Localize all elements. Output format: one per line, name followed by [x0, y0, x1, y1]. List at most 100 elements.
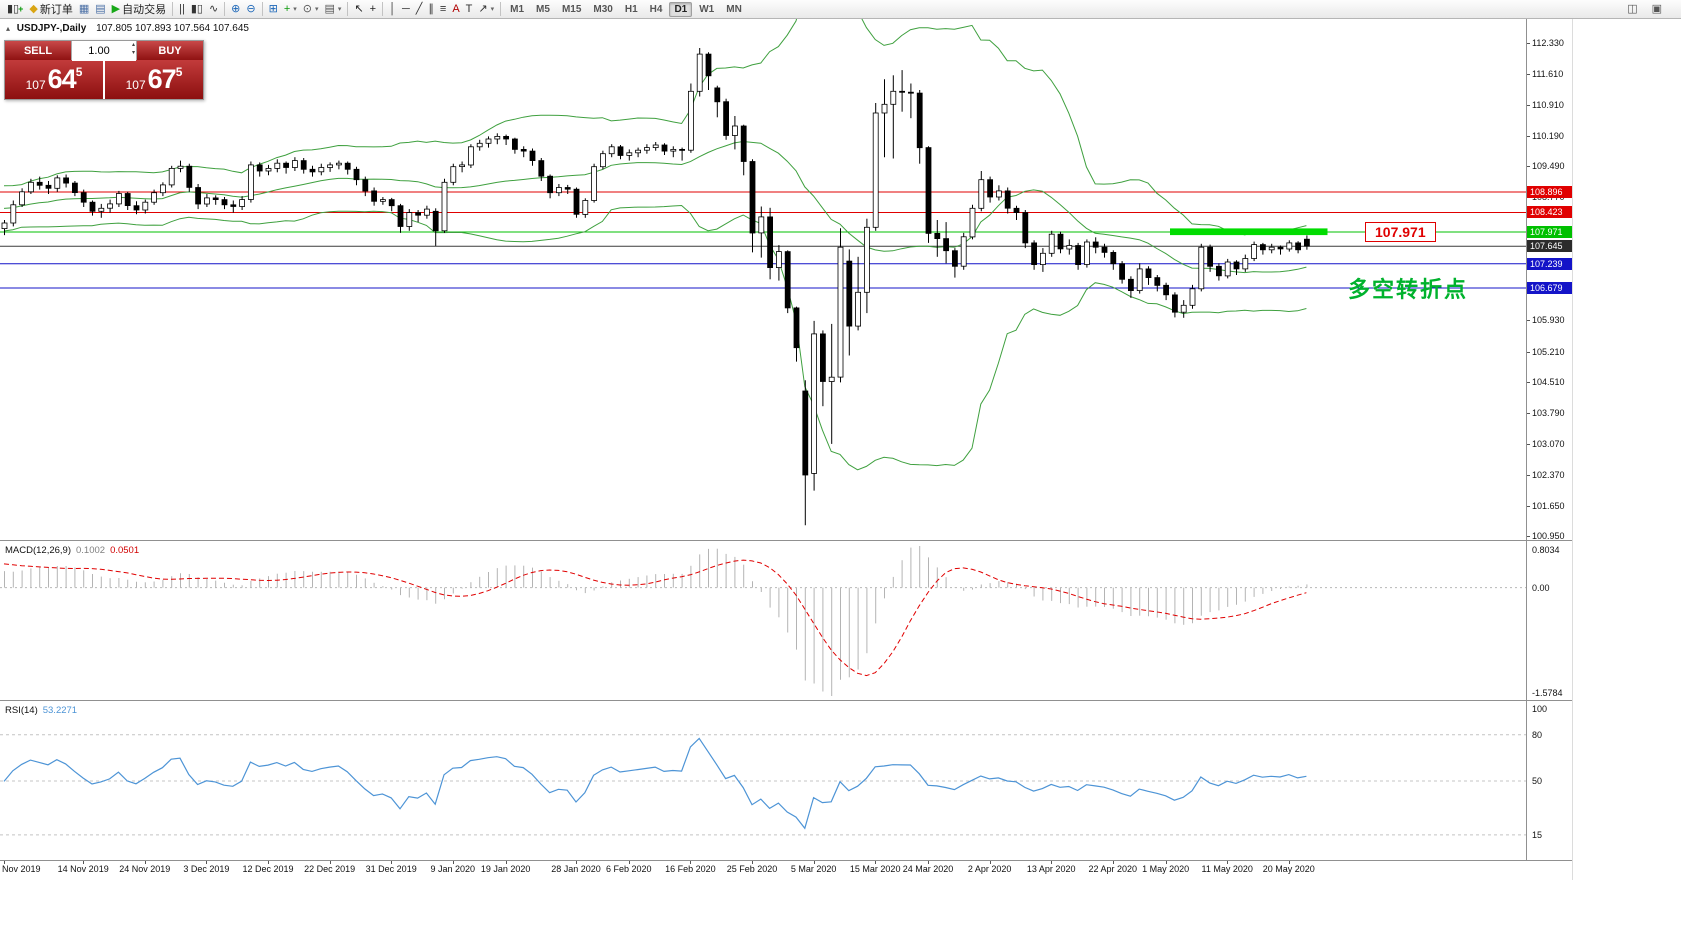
- charts-grid-button[interactable]: ◫: [1624, 1, 1640, 18]
- chart-window-button[interactable]: ▦: [76, 1, 92, 18]
- periods-button[interactable]: ⊙ ▾: [300, 1, 322, 18]
- panel-splitter[interactable]: [0, 700, 1572, 701]
- line-chart-type-button[interactable]: ∿: [206, 1, 221, 18]
- time-axis-label: Nov 2019: [2, 864, 41, 874]
- lot-size-input[interactable]: [72, 41, 136, 61]
- buy-price-display[interactable]: 107 67 5: [105, 60, 204, 99]
- fibonacci-button[interactable]: ≡: [437, 1, 449, 18]
- timeframe-d1-button[interactable]: D1: [669, 1, 693, 17]
- chart-symbol-title: USDJPY-,Daily: [16, 23, 87, 34]
- rsi-label-text: RSI(14): [5, 705, 38, 716]
- chart-ohlc-values: 107.805 107.893 107.564 107.645: [96, 23, 249, 34]
- bar-chart-type-button[interactable]: ||: [176, 1, 188, 18]
- crosshair-button[interactable]: +: [367, 1, 379, 18]
- tile-windows-button[interactable]: ⊞: [266, 1, 281, 18]
- rsi-axis-label: 80: [1532, 729, 1543, 740]
- timeframe-h4-button[interactable]: H4: [649, 3, 663, 15]
- lot-size-field: ▴▾: [71, 41, 137, 61]
- vline-icon: │: [389, 2, 396, 15]
- rsi-axis-label: 50: [1532, 776, 1543, 786]
- dropdown-arrow-icon: ▾: [315, 6, 319, 13]
- price-tick-label: 103.790: [1532, 408, 1565, 419]
- docking-button[interactable]: ▣: [1649, 1, 1665, 18]
- sell-button[interactable]: SELL: [5, 41, 71, 60]
- price-axis-border[interactable]: [1526, 19, 1527, 860]
- diamond-icon: ◆: [29, 2, 38, 15]
- chart-title: ▴ USDJPY-,Daily 107.805 107.893 107.564 …: [6, 23, 249, 34]
- price-level-chip: 107.645: [1527, 240, 1572, 253]
- time-axis-label: 16 Feb 2020: [665, 864, 716, 874]
- candle-chart-type-button[interactable]: ▮▯: [188, 1, 206, 18]
- text-button[interactable]: A: [449, 1, 462, 18]
- grid2-icon: ◫: [1627, 2, 1638, 15]
- timeframe-m5-button[interactable]: M5: [536, 3, 550, 15]
- cursor-icon: ↖: [354, 2, 364, 15]
- templates-button[interactable]: ▤ ▾: [322, 1, 345, 18]
- turning-point-annotation[interactable]: 多空转折点: [1348, 277, 1469, 302]
- timeframe-m15-button[interactable]: M15: [561, 3, 582, 15]
- rsi-axis-label: 100: [1532, 704, 1548, 714]
- timeframe-m30-button[interactable]: M30: [593, 3, 613, 15]
- trendline-button[interactable]: ╱: [413, 1, 426, 18]
- profiles-button[interactable]: ▤: [92, 1, 108, 18]
- arrows-button[interactable]: ↗ ▾: [475, 1, 497, 18]
- timeframe-h1-button[interactable]: H1: [624, 3, 638, 15]
- dock-icon: ▣: [1651, 2, 1662, 15]
- new-order-button-label: 新订单: [39, 4, 73, 16]
- new-chart-button[interactable]: ▮▯ +: [4, 1, 26, 18]
- toolbar-separator: [382, 2, 384, 16]
- price-tick-label: 111.610: [1532, 69, 1564, 80]
- sell-price-whole: 107: [25, 78, 46, 92]
- bars-icon: ||: [179, 2, 185, 15]
- time-axis-label: 28 Jan 2020: [551, 864, 601, 874]
- toolbar-separator: [500, 2, 502, 16]
- toolbar-separator: [224, 2, 226, 16]
- panel-splitter[interactable]: [0, 540, 1572, 541]
- time-axis-border: [0, 860, 1572, 861]
- price-level-callout[interactable]: 107.971: [1365, 222, 1436, 242]
- zoom-in-button[interactable]: ⊕: [228, 1, 243, 18]
- buy-button[interactable]: BUY: [137, 41, 203, 60]
- indicator-icon: +: [283, 2, 291, 15]
- autotrading-button[interactable]: ▶ 自动交易: [109, 1, 169, 18]
- trendline-icon: ╱: [415, 2, 423, 15]
- zoom-out-button[interactable]: ⊖: [243, 1, 258, 18]
- price-tick-label: 110.190: [1532, 130, 1564, 141]
- horizontal-line-button[interactable]: ─: [399, 1, 413, 18]
- price-level-chip: 108.896: [1527, 185, 1572, 198]
- sell-price-display[interactable]: 107 64 5: [5, 60, 104, 99]
- price-chart-canvas[interactable]: [0, 19, 1526, 540]
- vertical-line-button[interactable]: │: [386, 1, 399, 18]
- rsi-axis-label: 15: [1532, 829, 1543, 840]
- channel-button[interactable]: ∥: [425, 1, 437, 18]
- macd-panel-canvas[interactable]: [0, 542, 1526, 700]
- lot-down-icon[interactable]: ▾: [131, 50, 135, 56]
- toolbar-separator: [261, 2, 263, 16]
- label-button[interactable]: T: [463, 1, 476, 18]
- tile-icon: ⊞: [268, 2, 278, 15]
- play-icon: ▶: [111, 2, 121, 15]
- buy-price-point: 5: [175, 65, 183, 79]
- crosshair-icon: +: [369, 2, 377, 15]
- time-axis-label: 3 Dec 2019: [183, 864, 230, 874]
- new-order-button[interactable]: ◆ 新订单: [26, 1, 75, 18]
- cursor-button[interactable]: ↖: [351, 1, 366, 18]
- timeframe-mn-button[interactable]: MN: [726, 3, 742, 15]
- window-edge: [1572, 19, 1573, 880]
- timeframe-w1-button[interactable]: W1: [699, 3, 715, 15]
- indicators-button[interactable]: + ▾: [281, 1, 300, 18]
- arrow-icon: ↗: [478, 2, 488, 15]
- time-axis-label: 13 Apr 2020: [1026, 864, 1076, 874]
- candles-icon: ▮▯: [190, 2, 203, 15]
- lot-up-icon[interactable]: ▴: [131, 42, 135, 48]
- time-axis-label: 25 Feb 2020: [726, 864, 778, 874]
- timeframe-m1-button[interactable]: M1: [510, 3, 525, 15]
- toolbar-separator: [347, 2, 349, 16]
- zoom-in-icon: ⊕: [231, 2, 241, 15]
- channel-icon: ∥: [428, 2, 434, 15]
- rsi-panel-canvas[interactable]: [0, 702, 1526, 860]
- collapse-panel-icon[interactable]: ▴: [6, 24, 11, 33]
- template-icon: ▤: [324, 2, 335, 15]
- zoom-out-icon: ⊖: [246, 2, 256, 15]
- time-axis-label: 24 Mar 2020: [902, 864, 954, 874]
